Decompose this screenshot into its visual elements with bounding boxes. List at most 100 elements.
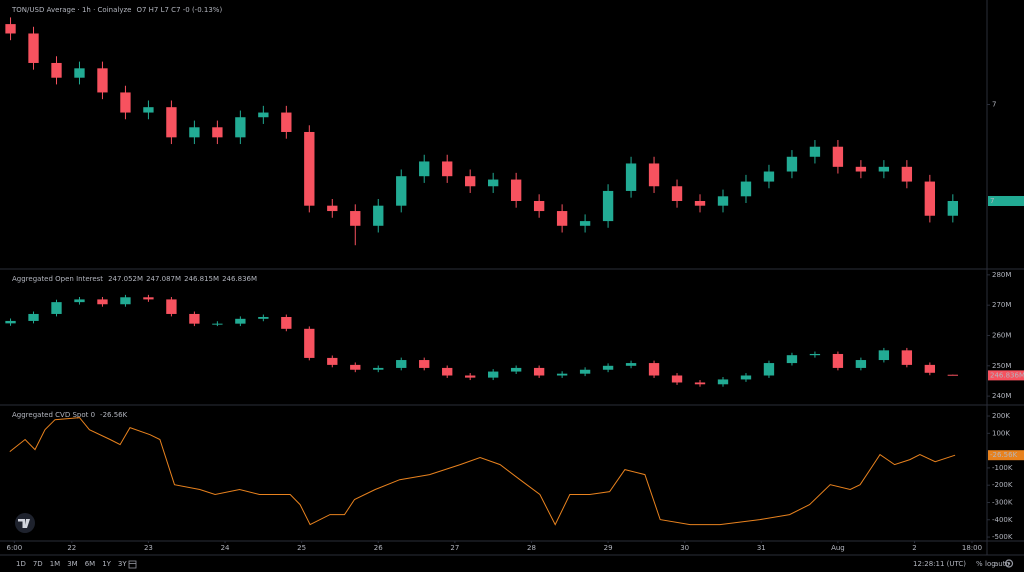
candle-body	[281, 112, 292, 132]
candle-body	[740, 375, 752, 380]
candle-body	[5, 320, 16, 324]
candle-body	[235, 117, 246, 138]
candle-body	[442, 367, 453, 376]
candle-body	[28, 33, 39, 63]
candle-body	[763, 171, 775, 182]
candle-body	[74, 68, 85, 78]
y-tick-label: 250M	[992, 362, 1011, 370]
range-button[interactable]: 3Y	[118, 560, 127, 568]
candle-body	[258, 112, 269, 118]
candle-body	[878, 166, 890, 172]
candle-body	[556, 373, 568, 376]
y-tick-label: 100K	[992, 429, 1010, 437]
x-tick-label: 28	[527, 544, 536, 552]
candle-body	[510, 367, 522, 372]
candle-body	[327, 205, 338, 212]
header-value: 247.052M	[108, 275, 143, 283]
candle-body	[212, 323, 223, 325]
range-button[interactable]: 7D	[33, 560, 43, 568]
candle-body	[281, 316, 292, 329]
logo	[15, 513, 35, 533]
x-tick-label: 26	[374, 544, 383, 552]
candle-body	[717, 196, 729, 206]
candle-body	[602, 365, 614, 370]
candle-body	[671, 186, 683, 201]
x-tick-label: 6:00	[6, 544, 22, 552]
settings-icon[interactable]	[1004, 559, 1014, 568]
candle-body	[487, 179, 499, 187]
candle-body	[533, 367, 545, 376]
candle-body	[786, 355, 798, 364]
last-value-label: 246.836M	[990, 371, 1024, 379]
y-tick-label: -400K	[992, 516, 1013, 524]
header-value: 246.836M	[222, 275, 257, 283]
log-toggle[interactable]: log	[985, 560, 996, 568]
candle-body	[579, 221, 591, 226]
candle-body	[143, 107, 154, 113]
candle-body	[304, 131, 315, 206]
y-tick-label: -200K	[992, 481, 1013, 489]
x-tick-label: Aug	[831, 544, 845, 552]
range-button[interactable]: 3M	[67, 560, 78, 568]
candle-body	[671, 375, 683, 383]
candle-body	[350, 211, 361, 226]
y-tick-label: 240M	[992, 392, 1011, 400]
range-button[interactable]: 1D	[16, 560, 26, 568]
x-tick-label: 27	[450, 544, 459, 552]
candle-body	[579, 369, 591, 374]
y-tick-label: -300K	[992, 498, 1013, 506]
range-button[interactable]: 1M	[50, 560, 61, 568]
candle-body	[419, 161, 430, 177]
ohlc-label: O7 H7 L7 C7 -0 (-0.13%)	[136, 6, 222, 14]
x-tick-label: 29	[604, 544, 613, 552]
header-value: 246.815M	[184, 275, 219, 283]
candle-body	[510, 179, 522, 201]
candle-body	[235, 318, 246, 324]
candle-body	[166, 107, 177, 138]
candle-body	[556, 211, 568, 226]
candle-body	[809, 353, 821, 356]
candle-body	[901, 350, 913, 365]
candle-body	[97, 68, 108, 93]
y-tick-label: 280M	[992, 271, 1011, 279]
candle-body	[189, 127, 200, 138]
candle-body	[832, 353, 844, 368]
x-tick-label: 30	[680, 544, 689, 552]
candle-body	[832, 146, 844, 167]
candle-body	[120, 297, 131, 305]
last-value-label: -26.56K	[990, 451, 1018, 459]
candle-body	[694, 382, 706, 385]
auto-toggle[interactable]: auto	[994, 560, 1010, 568]
candle-body	[28, 313, 39, 321]
last-value-tag	[988, 195, 1024, 206]
y-tick-label: 200K	[992, 412, 1010, 420]
pane-title: TON/USD Average · 1h · Coinalyze	[11, 6, 131, 14]
candle-body	[901, 166, 913, 182]
calendar-icon[interactable]	[128, 560, 137, 569]
candle-body	[396, 360, 407, 368]
candle-body	[51, 302, 62, 314]
x-tick-label: 18:00	[962, 544, 982, 552]
candle-body	[855, 360, 867, 368]
range-button[interactable]: 1Y	[102, 560, 111, 568]
candle-body	[74, 299, 85, 303]
candle-body	[143, 297, 154, 300]
last-value-tag	[988, 450, 1024, 461]
candle-body	[648, 363, 660, 376]
candle-body	[442, 161, 453, 177]
candle-body	[625, 363, 637, 366]
percent-toggle[interactable]: %	[976, 560, 983, 568]
candle-body	[786, 156, 798, 172]
x-tick-label: 31	[757, 544, 766, 552]
candle-body	[878, 350, 890, 361]
candle-body	[465, 375, 476, 378]
candle-body	[924, 181, 936, 216]
x-tick-label: 22	[67, 544, 76, 552]
candle-body	[465, 176, 476, 187]
candle-body	[740, 181, 752, 197]
candle-body	[625, 163, 637, 191]
candle-body	[947, 374, 958, 376]
last-value-label: 7	[990, 197, 994, 205]
range-button[interactable]: 6M	[85, 560, 96, 568]
